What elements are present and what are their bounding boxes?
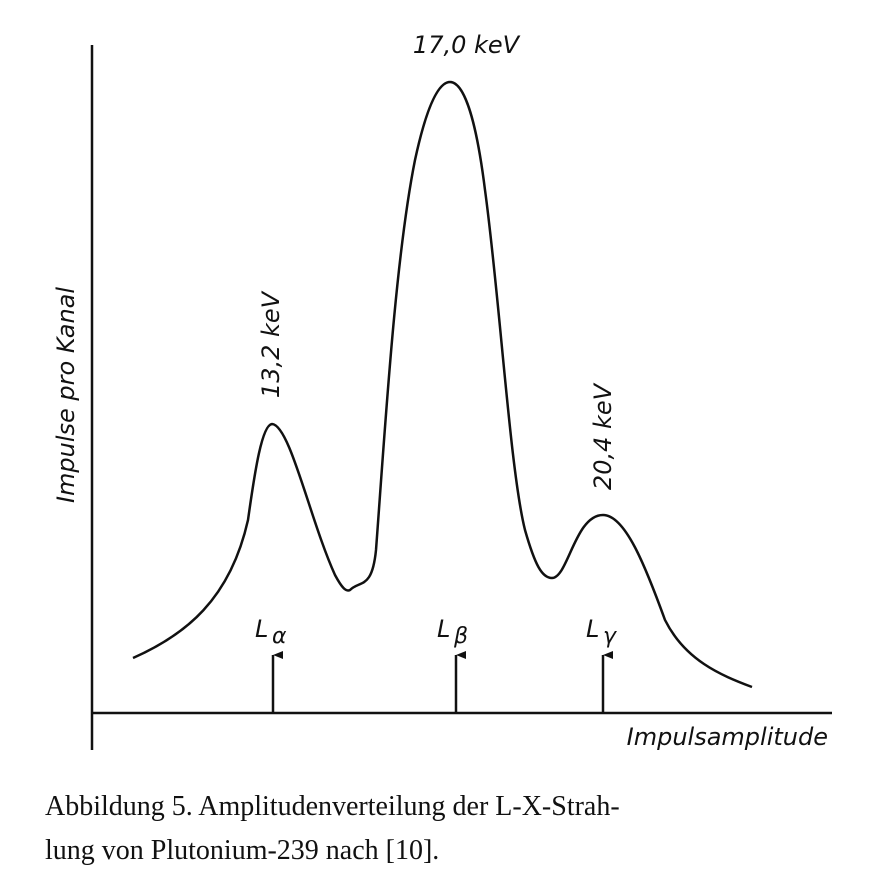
peak-energy: 17,0 keV: [413, 31, 521, 59]
peak-energy: 13,2 keV: [257, 290, 285, 398]
x-axis-label: Impulsamplitude: [627, 723, 828, 751]
line-subscript: α: [272, 624, 287, 649]
caption-line: Abbildung 5. Amplitudenverteilung der L-…: [45, 791, 620, 822]
y-axis-label: Impulse pro Kanal: [52, 287, 80, 503]
line-label: L: [586, 615, 599, 643]
spectrum-curve: [132, 80, 753, 689]
line-subscript: γ: [603, 624, 617, 649]
peak-energy: 20,4 keV: [589, 382, 617, 490]
caption-line: lung von Plutonium-239 nach [10].: [45, 835, 439, 866]
line-subscript: β: [453, 624, 468, 649]
line-label: L: [437, 615, 450, 643]
line-label: L: [255, 615, 268, 643]
